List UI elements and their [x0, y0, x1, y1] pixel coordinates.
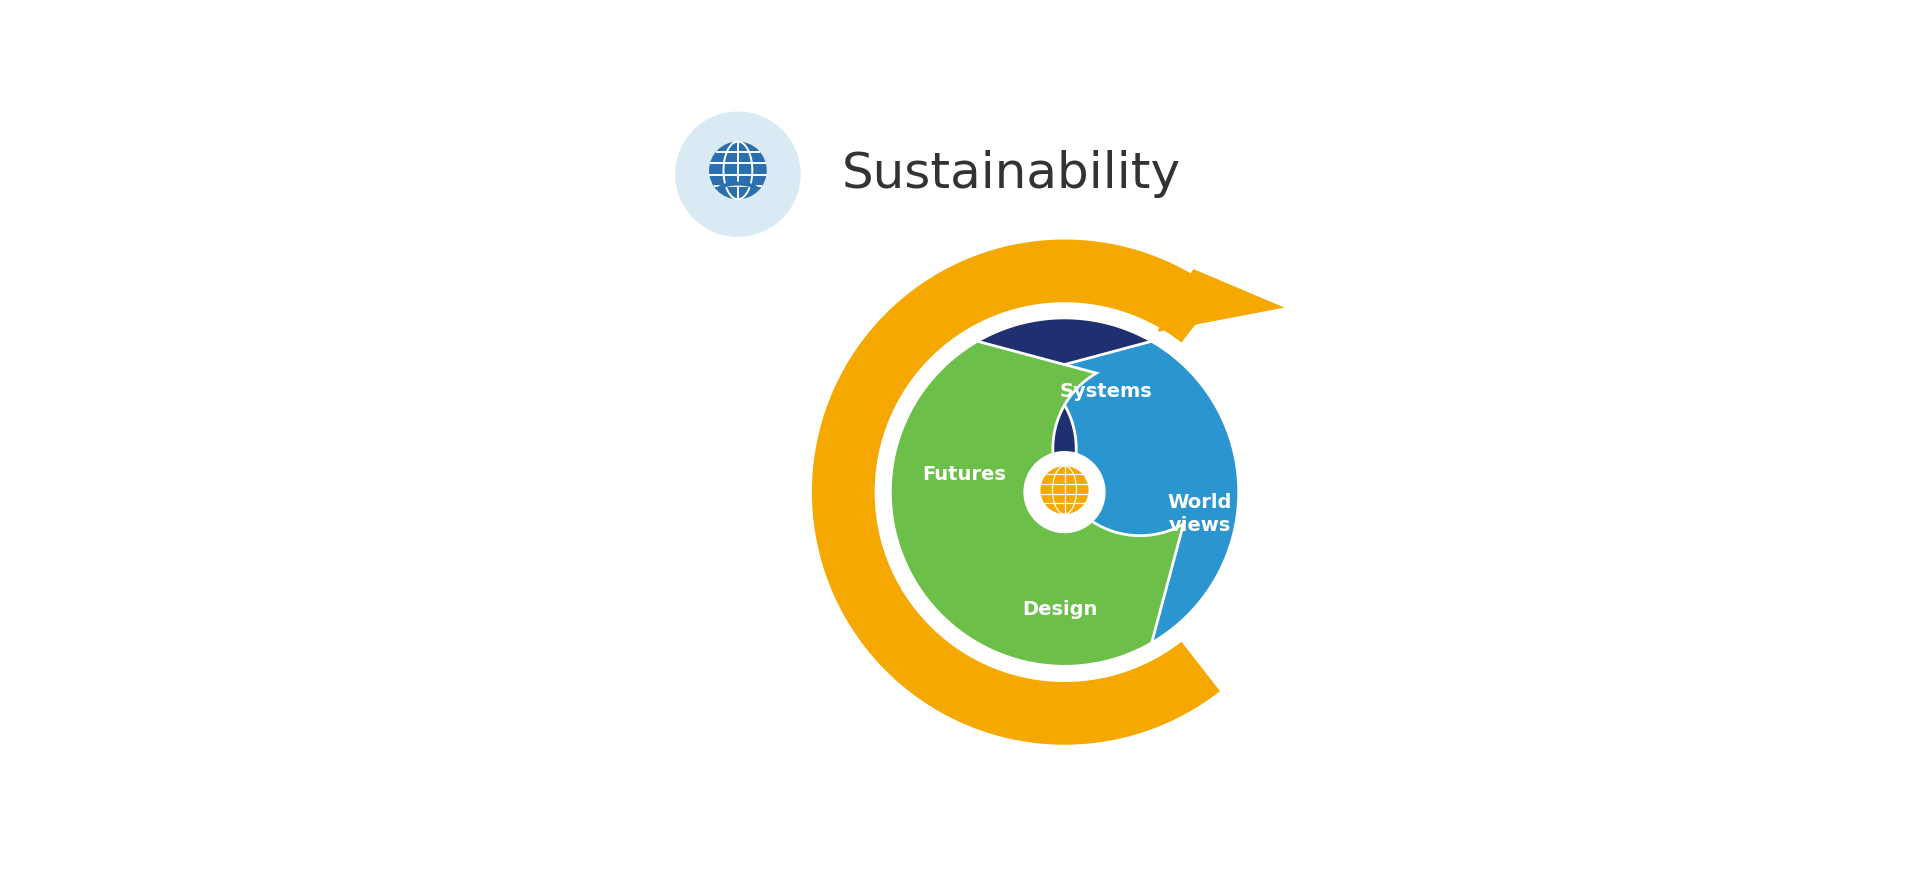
Polygon shape	[945, 341, 1238, 666]
Text: World
views: World views	[1167, 493, 1233, 535]
Circle shape	[1041, 466, 1089, 514]
Text: Design: Design	[1023, 600, 1098, 619]
Circle shape	[1025, 452, 1104, 532]
Circle shape	[676, 111, 801, 237]
Circle shape	[877, 306, 1252, 679]
Circle shape	[891, 318, 1238, 666]
Text: Sustainability: Sustainability	[841, 150, 1181, 199]
Polygon shape	[891, 341, 1183, 666]
Text: Systems: Systems	[1060, 382, 1152, 402]
Polygon shape	[812, 240, 1219, 745]
Circle shape	[708, 142, 766, 199]
Polygon shape	[1158, 269, 1284, 332]
Text: Futures: Futures	[922, 465, 1006, 484]
Polygon shape	[891, 318, 1238, 579]
